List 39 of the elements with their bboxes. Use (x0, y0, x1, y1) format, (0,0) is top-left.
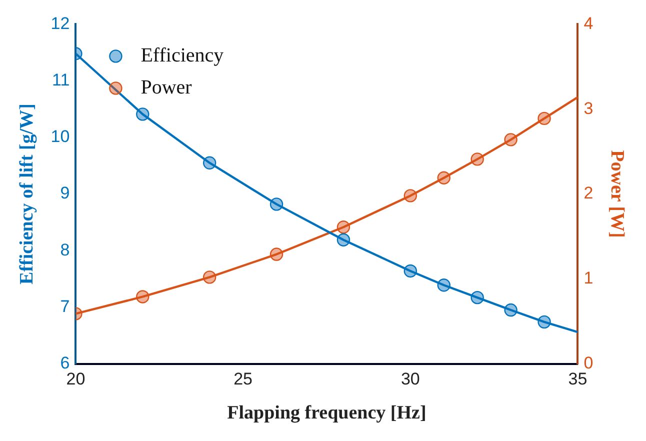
y-tick-label: 10 (50, 127, 70, 146)
point (136, 108, 150, 121)
legend-label: Power (140, 76, 192, 98)
y2-tick-label: 0 (584, 353, 594, 372)
x-tick-label: 20 (66, 370, 86, 389)
point (336, 220, 350, 234)
point (470, 290, 484, 304)
y-tick-label: 11 (52, 70, 70, 90)
y2-tick-label: 1 (584, 268, 594, 288)
point (202, 270, 216, 284)
point (404, 264, 417, 278)
x-axis-title: Flapping frequency [Hz] (227, 402, 426, 424)
point (270, 198, 284, 211)
y2-axis-title: Power [W] (606, 150, 628, 238)
x-tick-label: 25 (234, 370, 253, 389)
point (404, 189, 417, 202)
y-tick-label: 7 (60, 296, 70, 316)
y2-tick-label: 3 (584, 98, 594, 118)
y-tick-label: 12 (50, 14, 70, 33)
y-tick-label: 9 (60, 184, 70, 203)
y-tick-label: 8 (60, 240, 70, 260)
point (504, 303, 518, 317)
y-axis-title: Efficiency of lift [g/W] (16, 104, 38, 284)
point (470, 152, 484, 166)
y2-tick-label: 2 (584, 184, 594, 203)
point (538, 315, 551, 329)
y2-tick-label: 4 (584, 14, 594, 33)
x-tick-label: 35 (568, 370, 588, 389)
point (437, 278, 450, 292)
point (136, 290, 150, 304)
y-tick-label: 6 (60, 353, 70, 372)
point (504, 133, 518, 146)
x-tick-label: 30 (400, 370, 420, 389)
point (202, 156, 216, 170)
point (437, 171, 450, 184)
point (336, 233, 350, 246)
point (538, 112, 551, 126)
point (270, 248, 284, 261)
legend-label: Efficiency (140, 44, 224, 66)
